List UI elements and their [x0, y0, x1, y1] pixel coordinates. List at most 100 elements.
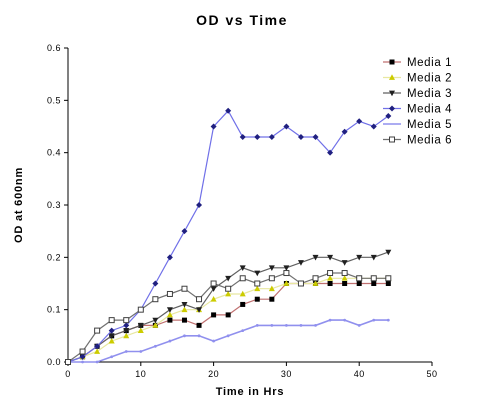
series-line	[68, 319, 389, 363]
data-point	[328, 318, 332, 322]
data-point	[225, 290, 232, 297]
data-point	[225, 107, 232, 114]
legend-marker	[389, 105, 395, 112]
data-point	[254, 296, 260, 302]
data-point	[270, 323, 274, 327]
data-point	[124, 350, 128, 353]
data-point	[341, 270, 348, 277]
data-point	[371, 281, 377, 286]
data-point	[341, 275, 348, 281]
legend-label: Media 1	[407, 57, 452, 69]
y-axis-label: OD at 600nm	[13, 167, 25, 243]
data-point	[327, 275, 334, 281]
data-point	[210, 280, 217, 287]
data-point	[79, 348, 86, 355]
data-point	[226, 334, 230, 338]
data-point	[95, 360, 99, 364]
x-axis-label: Time in Hrs	[216, 386, 285, 398]
data-point	[81, 360, 84, 364]
data-point	[356, 275, 363, 282]
data-point	[241, 329, 245, 332]
y-tick-label: 0.1	[47, 305, 61, 315]
data-point	[385, 281, 391, 286]
data-point	[357, 323, 361, 327]
legend-marker	[389, 74, 395, 80]
legend-item: Media 1	[383, 57, 452, 69]
data-point	[183, 334, 186, 338]
data-point	[181, 285, 188, 292]
axes	[67, 48, 432, 363]
data-point	[225, 275, 232, 282]
data-point	[239, 275, 246, 282]
data-point	[181, 317, 187, 323]
data-point	[210, 123, 217, 130]
data-point	[167, 317, 173, 323]
data-point	[210, 296, 217, 302]
legend-label: Media 4	[407, 104, 452, 116]
data-point	[196, 202, 203, 208]
legend-marker	[389, 90, 395, 97]
data-point	[297, 280, 304, 287]
data-point	[166, 254, 173, 261]
data-point	[327, 270, 334, 277]
series-layer	[65, 107, 392, 366]
y-tick-label: 0.0	[47, 357, 61, 367]
series-3	[65, 249, 392, 366]
data-point	[166, 311, 173, 318]
y-tick-label: 0.2	[47, 252, 61, 262]
data-point	[211, 312, 217, 318]
data-point	[108, 333, 115, 340]
data-point	[65, 359, 71, 365]
data-point	[327, 281, 333, 286]
data-point	[137, 322, 144, 329]
data-point	[197, 334, 201, 338]
data-point	[254, 133, 261, 140]
legend-label: Media 3	[407, 88, 452, 100]
data-point	[254, 280, 261, 287]
data-point	[283, 270, 290, 277]
data-point	[152, 280, 159, 287]
data-point	[268, 285, 275, 292]
data-point	[283, 123, 290, 130]
data-point	[255, 323, 259, 327]
data-point	[343, 318, 347, 322]
x-tick-label: 20	[208, 369, 219, 379]
data-point	[341, 260, 348, 266]
data-point	[239, 133, 246, 140]
data-point	[385, 275, 392, 282]
legend-item: Media 3	[383, 88, 452, 100]
data-point	[196, 296, 203, 303]
data-point	[254, 270, 261, 277]
data-point	[137, 327, 144, 333]
data-point	[212, 339, 216, 343]
x-tick-label: 10	[135, 369, 146, 379]
legend-label: Media 2	[407, 73, 452, 85]
series-line	[67, 251, 389, 363]
data-point	[123, 328, 130, 334]
y-tick-label: 0.5	[47, 95, 61, 105]
data-point	[196, 322, 202, 328]
data-point	[372, 318, 376, 322]
data-point	[168, 339, 172, 343]
data-point	[123, 332, 130, 339]
data-point	[108, 317, 115, 324]
data-point	[370, 275, 377, 282]
chart-title: OD vs Time	[196, 12, 288, 28]
data-point	[370, 123, 377, 130]
series-5	[66, 318, 390, 364]
data-point	[356, 281, 362, 286]
data-point	[312, 133, 319, 140]
y-axis-ticks: 0.0 0.1 0.2 0.3 0.4 0.5 0.6	[47, 43, 68, 367]
data-point	[181, 228, 188, 235]
legend-item: Media 2	[383, 73, 452, 85]
data-point	[341, 128, 348, 135]
data-point	[297, 260, 304, 266]
data-point	[94, 348, 101, 354]
series-4	[65, 107, 392, 365]
data-point	[123, 322, 130, 329]
data-point	[312, 275, 319, 282]
series-line	[67, 109, 389, 363]
data-point	[312, 280, 319, 286]
x-tick-label: 50	[426, 369, 437, 379]
